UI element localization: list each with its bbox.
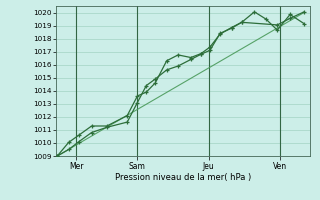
- X-axis label: Pression niveau de la mer( hPa ): Pression niveau de la mer( hPa ): [115, 173, 251, 182]
